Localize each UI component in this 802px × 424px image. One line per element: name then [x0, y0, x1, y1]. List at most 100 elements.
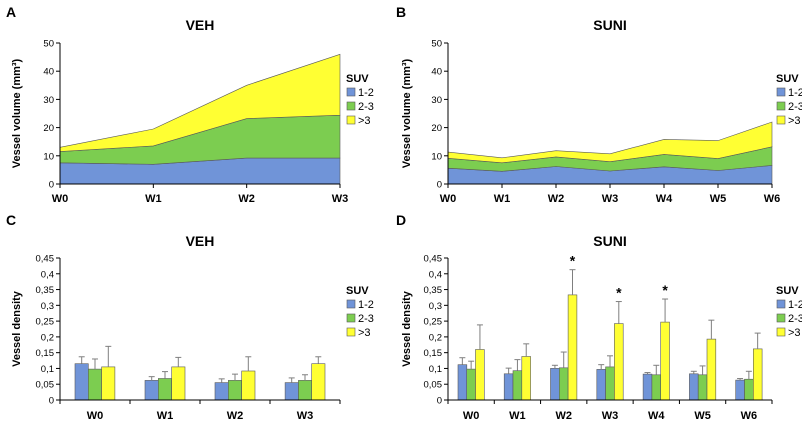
legend-swatch-2 — [776, 101, 786, 111]
y-tick-label: 0,1 — [41, 364, 54, 375]
bar-series-3 — [614, 323, 624, 401]
legend-label-1: 1-2 — [358, 87, 374, 99]
bar-series-1 — [689, 373, 699, 401]
legend-swatch-1 — [776, 87, 786, 97]
bar-series-3 — [311, 363, 326, 401]
panel-b: B SUNI Vessel volume (mm³) 0 10 20 30 40 50 W0 W1 W… — [396, 4, 802, 205]
legend-title: SUV — [346, 285, 369, 297]
y-tick-label: 50 — [43, 39, 54, 50]
bar-series-2 — [298, 380, 312, 401]
y-tick-label: 0,05 — [424, 380, 443, 391]
legend-label-3: >3 — [358, 327, 371, 339]
x-tick-label: W2 — [238, 193, 255, 205]
bar-series-3 — [521, 356, 531, 401]
legend-label-2: 2-3 — [788, 101, 802, 113]
legend-label-1: 1-2 — [788, 299, 802, 311]
legend-title: SUV — [346, 73, 369, 85]
y-axis-title: Vessel density — [11, 290, 23, 367]
bar-series-1 — [550, 368, 560, 401]
legend-swatch-2 — [346, 313, 356, 323]
y-tick-label: 0,15 — [36, 348, 55, 359]
legend-swatch-1 — [346, 299, 356, 309]
y-tick-label: 0,4 — [429, 269, 442, 280]
panel-label: A — [6, 4, 16, 20]
legend-swatch-3 — [346, 327, 356, 337]
bar-series-2 — [228, 380, 242, 401]
legend-label-3: >3 — [788, 327, 801, 339]
legend-swatch-2 — [346, 101, 356, 111]
x-tick-label: W0 — [87, 410, 104, 422]
bar-series-1 — [457, 364, 468, 401]
bar-series-3 — [101, 366, 116, 401]
bar-series-2 — [88, 368, 102, 401]
y-tick-label: 20 — [431, 123, 442, 134]
bar-series-1 — [74, 363, 89, 401]
x-tick-label: W4 — [648, 410, 665, 422]
significance-star: * — [570, 253, 576, 269]
legend-label-3: >3 — [788, 115, 801, 127]
y-tick-label: 0,05 — [36, 380, 55, 391]
legend-label-2: 2-3 — [788, 313, 802, 325]
chart-title: VEH — [186, 17, 215, 33]
panel-label: C — [6, 212, 16, 228]
chart-title: SUNI — [593, 17, 626, 33]
legend: SUV 1-2 2-3 >3 — [776, 285, 802, 339]
legend-label-1: 1-2 — [788, 87, 802, 99]
bar-series-3 — [475, 349, 485, 401]
y-tick-label: 50 — [431, 39, 442, 50]
y-tick-label: 40 — [431, 67, 442, 78]
y-tick-label: 0 — [49, 180, 54, 191]
x-tick-label: W3 — [602, 193, 619, 205]
x-tick-label: W4 — [656, 193, 673, 205]
x-tick-label: W2 — [555, 410, 572, 422]
bar-series-1 — [144, 380, 159, 401]
chart-title: VEH — [186, 233, 215, 249]
legend: SUV 1-2 2-3 >3 — [346, 73, 374, 127]
bar-series-2 — [466, 368, 476, 401]
x-tick-label: W1 — [509, 410, 526, 422]
bar-series-2 — [512, 370, 523, 401]
y-tick-label: 0,45 — [424, 254, 443, 265]
legend-label-1: 1-2 — [358, 299, 374, 311]
significance-star: * — [616, 285, 622, 301]
x-tick-label: W5 — [710, 193, 727, 205]
y-tick-label: 30 — [43, 95, 54, 106]
y-axis-title: Vessel density — [401, 290, 413, 367]
area-series-3 — [447, 121, 773, 164]
y-tick-label: 0,45 — [36, 254, 55, 265]
y-tick-label: 30 — [431, 95, 442, 106]
y-tick-label: 20 — [43, 123, 54, 134]
panel-label: D — [396, 212, 406, 228]
chart-title: SUNI — [593, 233, 626, 249]
bar-series-3 — [752, 348, 763, 401]
y-tick-label: 0,35 — [424, 285, 443, 296]
x-tick-label: W1 — [157, 410, 174, 422]
bar-series-2 — [158, 378, 172, 401]
panel-d: D SUNI Vessel density 0 0,05 0,1 0,15 0,2 0,25 0,… — [396, 212, 802, 422]
y-tick-label: 0,3 — [429, 301, 442, 312]
y-tick-label: 0,4 — [41, 269, 54, 280]
x-tick-label: W3 — [602, 410, 619, 422]
legend-label-2: 2-3 — [358, 101, 374, 113]
y-tick-label: 0,1 — [429, 364, 442, 375]
bar-series-3 — [567, 294, 578, 401]
bar-series-2 — [744, 378, 754, 401]
legend-swatch-1 — [346, 87, 356, 97]
y-axis-title: Vessel volume (mm³) — [401, 58, 413, 168]
x-tick-label: W2 — [227, 410, 244, 422]
y-tick-label: 0 — [437, 396, 442, 407]
bar-series-3 — [241, 370, 256, 401]
y-tick-label: 0,2 — [429, 332, 442, 343]
y-tick-label: 0,25 — [36, 317, 55, 328]
bar-series-3 — [171, 366, 186, 401]
x-tick-label: W0 — [52, 193, 69, 205]
legend: SUV 1-2 2-3 >3 — [346, 285, 374, 339]
y-tick-label: 40 — [43, 67, 54, 78]
bar-series-3 — [706, 338, 717, 401]
legend-title: SUV — [776, 73, 799, 85]
x-tick-label: W1 — [494, 193, 511, 205]
significance-star: * — [662, 282, 668, 298]
y-tick-label: 0,15 — [424, 348, 443, 359]
y-tick-label: 0,35 — [36, 285, 55, 296]
